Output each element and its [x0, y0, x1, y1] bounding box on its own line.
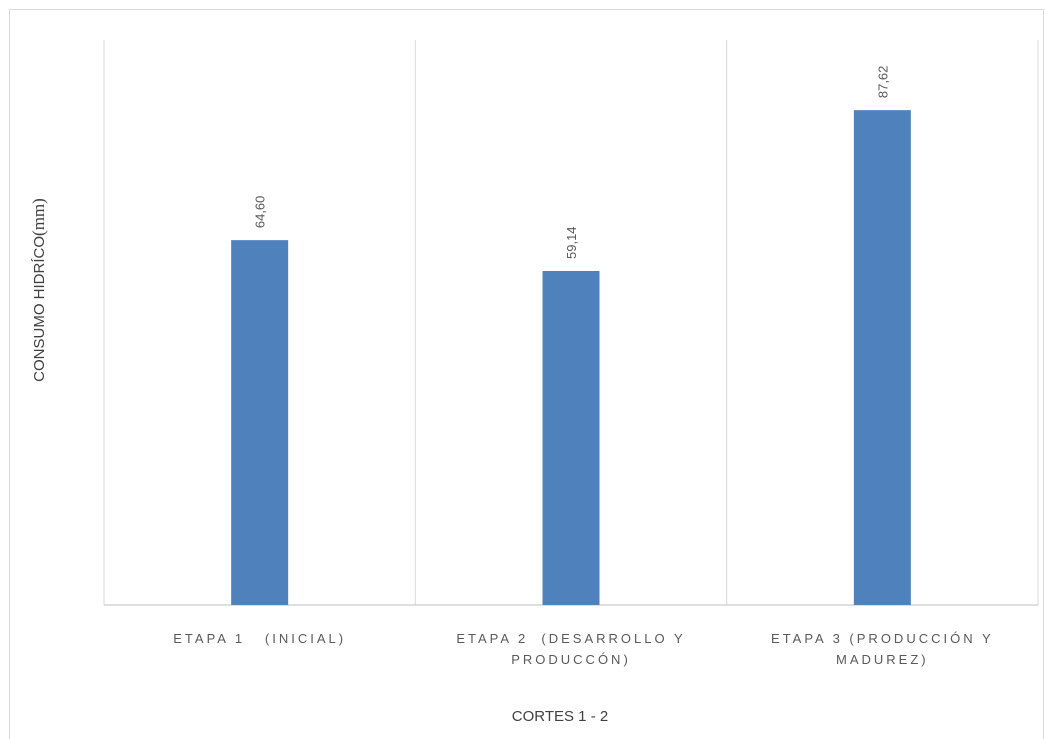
data-label: 87,62 — [875, 66, 890, 99]
bar — [542, 270, 600, 605]
bar — [853, 110, 911, 605]
y-axis-title: CONSUMO HIDRÍCO(mm) — [29, 198, 48, 382]
x-axis-title: CORTES 1 - 2 — [512, 708, 608, 725]
chart-frame — [9, 9, 1044, 739]
data-labels: 64,60 59,14 87,62 — [253, 66, 891, 259]
x-tick-label: PRODUCCÓN) — [511, 652, 631, 667]
data-label: 59,14 — [564, 226, 579, 259]
data-label: 64,60 — [253, 196, 268, 229]
x-tick-label: ETAPA 2 (DESARROLLO Y — [456, 631, 685, 646]
x-tick-label: ETAPA 3 (PRODUCCIÓN Y — [771, 631, 994, 646]
x-tick-label: MADUREZ) — [836, 652, 929, 667]
bars — [231, 110, 911, 605]
bar — [231, 240, 289, 605]
y-axis-title-unit: (mm) — [29, 198, 48, 236]
x-tick-labels: ETAPA 1 (INICIAL) ETAPA 2 (DESARROLLO Y PR… — [173, 631, 994, 667]
x-tick-label: ETAPA 1 (INICIAL) — [173, 631, 346, 646]
y-axis-title-main: CONSUMO HIDRÍCO — [31, 236, 48, 382]
